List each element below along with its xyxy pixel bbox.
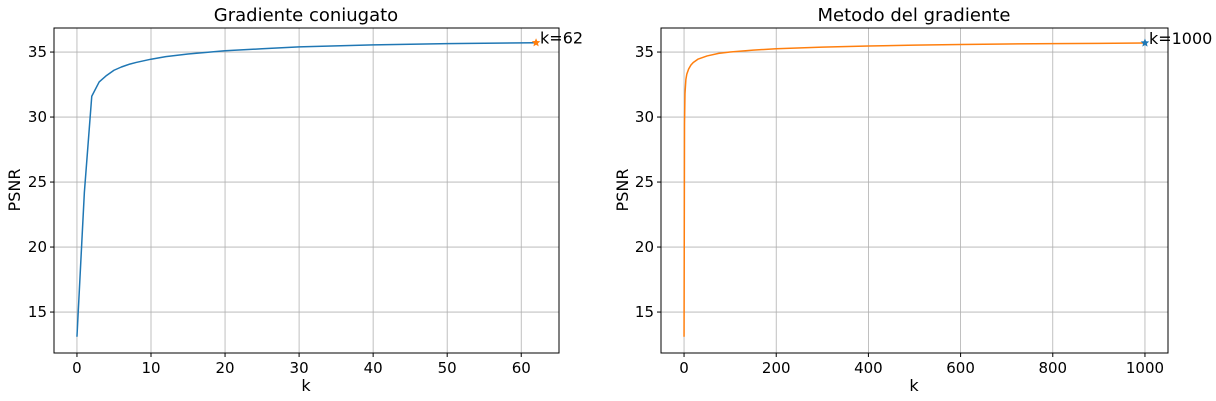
chart-title: Gradiente coniugato [214, 5, 398, 26]
y-tick-label: 25 [635, 173, 654, 191]
y-axis-label: PSNR [613, 169, 632, 212]
x-tick-label: 1000 [1126, 359, 1164, 377]
x-tick-label: 400 [854, 359, 883, 377]
y-tick-label: 35 [28, 43, 47, 61]
chart-gradiente-coniugato: Gradiente coniugato k PSNR k=62 0 10 20 30 40… [5, 5, 583, 395]
star-marker [531, 38, 541, 47]
x-tick-label: 30 [290, 359, 309, 377]
chart-title: Metodo del gradiente [818, 5, 1011, 26]
x-tick-label: 10 [141, 359, 160, 377]
annotation-label: k=1000 [1149, 29, 1212, 48]
x-tick-label: 60 [512, 359, 531, 377]
x-axis-label: k [909, 376, 919, 395]
chart-metodo-del-gradiente: Metodo del gradiente k PSNR k=1000 0 200 40… [613, 5, 1212, 395]
x-tick-label: 200 [762, 359, 791, 377]
annotation-label: k=62 [540, 29, 583, 48]
x-tick-label: 0 [679, 359, 689, 377]
y-tick-label: 20 [635, 238, 654, 256]
y-tick-label: 20 [28, 238, 47, 256]
y-tick-label: 35 [635, 43, 654, 61]
y-axis-label: PSNR [5, 169, 24, 212]
star-marker [1140, 38, 1150, 47]
axes-frame [660, 27, 1169, 354]
x-axis-label: k [301, 376, 311, 395]
x-tick-label: 0 [72, 359, 82, 377]
series-line [76, 41, 537, 337]
y-tick-label: 15 [635, 303, 654, 321]
y-tick-label: 25 [28, 173, 47, 191]
x-tick-label: 50 [438, 359, 457, 377]
x-tick-label: 600 [946, 359, 975, 377]
axes-frame [53, 27, 560, 354]
series-line [683, 42, 1145, 337]
y-tick-label: 30 [28, 108, 47, 126]
x-tick-label: 800 [1038, 359, 1067, 377]
x-tick-label: 20 [216, 359, 235, 377]
y-tick-label: 30 [635, 108, 654, 126]
x-tick-label: 40 [364, 359, 383, 377]
y-tick-label: 15 [28, 303, 47, 321]
